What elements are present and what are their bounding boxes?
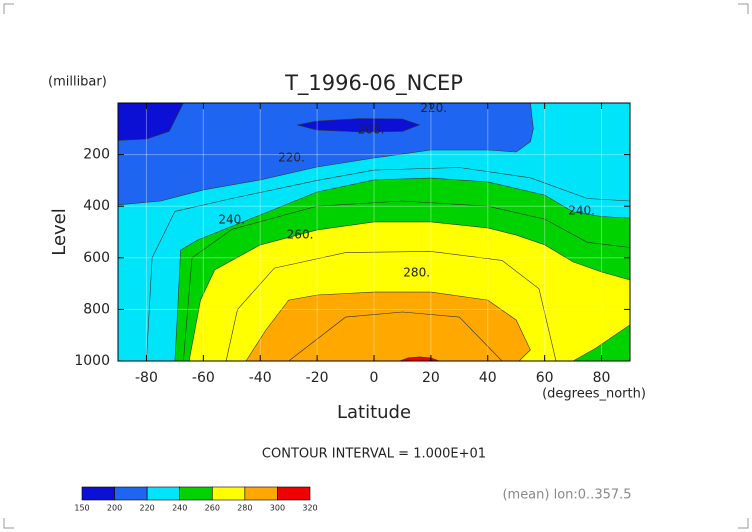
- colorbar-box: [179, 486, 213, 501]
- page-corner-marks: [3, 3, 749, 529]
- contour-label: 200.: [358, 123, 385, 137]
- note: (mean) lon:0..357.5: [502, 488, 631, 503]
- contour-label: 240.: [218, 212, 245, 226]
- colorbar-box: [114, 486, 148, 501]
- y-tick-label: 800: [83, 301, 110, 317]
- y-axis-label: Level: [49, 208, 70, 256]
- x-tick-label: -20: [306, 370, 329, 386]
- contour-label: 260.: [287, 228, 314, 242]
- x-tick-label: -80: [135, 370, 158, 386]
- colorbar-box: [211, 486, 246, 501]
- contour-label: 220.: [278, 150, 305, 164]
- y-tick-label: 400: [83, 198, 110, 214]
- x-tick-label: -40: [249, 370, 272, 386]
- colorbar-label: 220: [140, 504, 155, 513]
- x-tick-label: -60: [192, 370, 215, 386]
- contour-label: 280.: [403, 266, 430, 280]
- x-tick-label: 0: [370, 370, 379, 386]
- colorbar-box: [244, 486, 278, 501]
- contour-label: 220.: [420, 101, 447, 115]
- x-unit: (degrees_north): [542, 387, 646, 402]
- x-tick-label: 40: [479, 370, 497, 386]
- x-axis-label: Latitude: [337, 402, 411, 423]
- colorbar-box: [81, 486, 115, 501]
- colorbar-label: 150: [74, 504, 89, 513]
- colorbar-label: 240: [172, 504, 187, 513]
- y-tick-label: 200: [83, 147, 110, 163]
- contour-label: 240.: [568, 204, 595, 218]
- colorbar-label: 200: [107, 504, 122, 513]
- colorbar-label: 300: [270, 504, 285, 513]
- y-tick-label: 600: [83, 250, 110, 266]
- colorbar-box: [277, 486, 311, 501]
- x-tick-label: 20: [422, 370, 440, 386]
- x-tick-label: 60: [536, 370, 554, 386]
- colorbar-label: 280: [237, 504, 252, 513]
- chart-title: T_1996-06_NCEP: [284, 71, 463, 96]
- colorbar-box: [146, 486, 181, 501]
- y-tick-label: 1000: [74, 353, 110, 369]
- y-unit: (millibar): [48, 75, 107, 90]
- contour-interval: CONTOUR INTERVAL = 1.000E+01: [262, 447, 486, 462]
- colorbar-label: 260: [205, 504, 220, 513]
- colorbar-label: 320: [302, 504, 317, 513]
- x-tick-label: 80: [593, 370, 611, 386]
